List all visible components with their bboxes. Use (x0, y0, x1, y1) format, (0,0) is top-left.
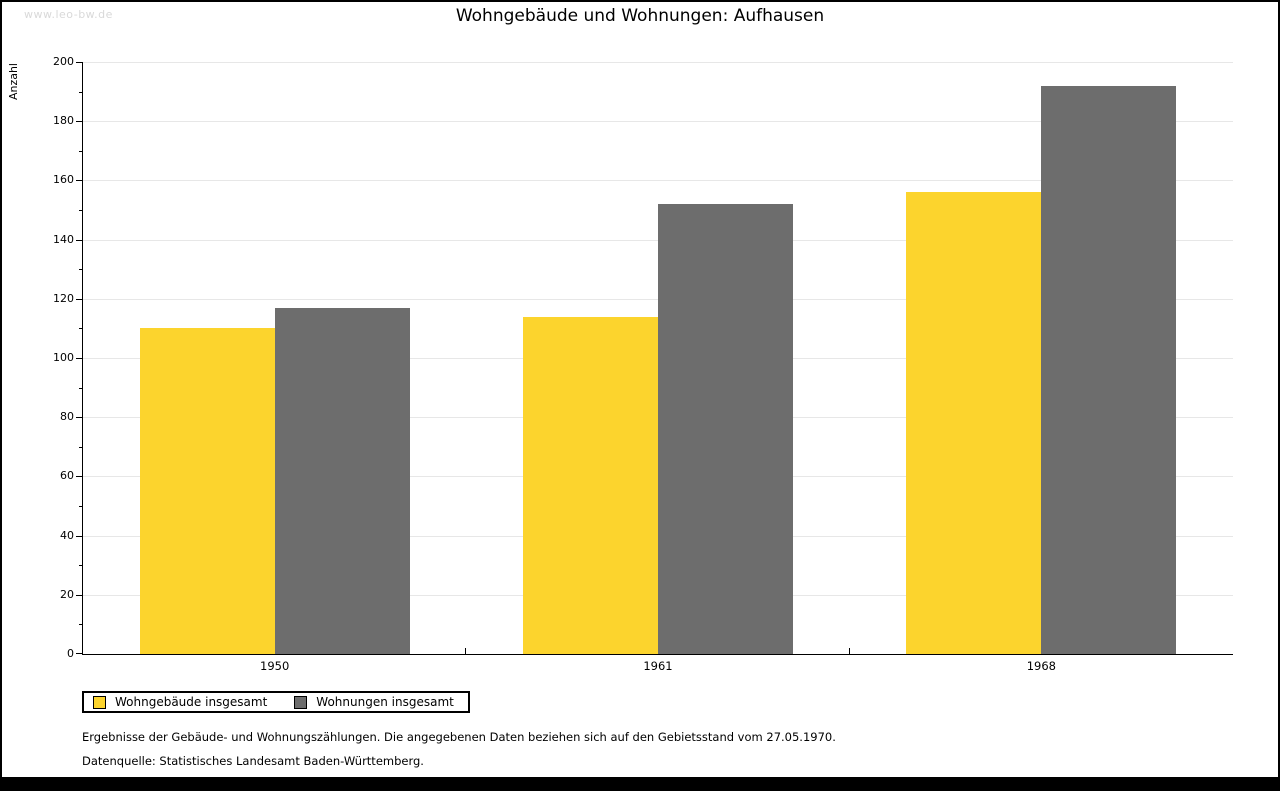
legend: Wohngebäude insgesamt Wohnungen insgesamt (82, 691, 470, 713)
y-tick-40 (76, 535, 82, 537)
y-minortick-190 (79, 91, 82, 93)
legend-label-2: Wohnungen insgesamt (316, 695, 454, 709)
legend-item-1: Wohngebäude insgesamt (93, 695, 267, 709)
y-minortick-30 (79, 565, 82, 567)
x-category-label-1961: 1961 (643, 659, 673, 673)
x-category-label-1950: 1950 (260, 659, 290, 673)
bar-wohngebäude-1961 (523, 316, 658, 654)
y-minortick-130 (79, 269, 82, 271)
bar-wohngebäude-1968 (906, 192, 1042, 654)
gridline-160 (83, 180, 1233, 182)
y-minortick-150 (79, 210, 82, 211)
y-tick-label-0: 0 (67, 647, 74, 660)
chart-title: Wohngebäude und Wohnungen: Aufhausen (455, 6, 825, 26)
y-tick-label-120: 120 (53, 291, 74, 305)
y-tick-100 (76, 358, 82, 359)
y-tick-label-180: 180 (53, 114, 74, 128)
bar-wohnungen-1950 (274, 307, 410, 654)
gridline-200 (83, 62, 1233, 63)
y-tick-label-160: 160 (53, 173, 74, 187)
x-tick-2 (848, 648, 850, 654)
y-tick-label-200: 200 (53, 55, 74, 68)
y-tick-label-80: 80 (60, 410, 74, 424)
plot-area: 0 20 40 60 80 100 120 140 160 180 200 1950 1961 1968 (53, 55, 1233, 673)
gridline-180 (83, 121, 1233, 123)
y-minortick-110 (79, 328, 82, 330)
x-category-label-1968: 1968 (1026, 659, 1056, 673)
x-tick-1 (465, 648, 467, 654)
y-tick-60 (76, 476, 82, 478)
watermark: www.leo-bw.de (24, 8, 113, 21)
y-axis-title: Anzahl (7, 58, 21, 118)
legend-label-1: Wohngebäude insgesamt (115, 695, 268, 709)
legend-item-2: Wohnungen insgesamt (294, 695, 454, 709)
y-minortick-10 (79, 624, 82, 626)
y-tick-label-100: 100 (53, 351, 74, 364)
y-minortick-50 (79, 506, 82, 507)
legend-swatch-1 (93, 695, 106, 709)
y-tick-20 (76, 594, 82, 596)
y-tick-0 (76, 653, 82, 654)
y-minortick-170 (79, 150, 82, 152)
bar-wohngebäude-1950 (139, 328, 275, 654)
bar-wohnungen-1961 (658, 204, 793, 654)
bar-wohnungen-1968 (1041, 85, 1177, 654)
y-tick-160 (76, 180, 82, 182)
y-axis-title-text: Anzahl (7, 63, 20, 101)
y-tick-label-20: 20 (60, 587, 74, 601)
y-tick-180 (76, 121, 82, 123)
y-minortick-90 (79, 387, 82, 389)
y-tick-200 (76, 62, 82, 63)
y-tick-80 (76, 417, 82, 419)
y-tick-label-60: 60 (60, 469, 74, 483)
y-tick-label-140: 140 (53, 232, 74, 246)
y-minortick-70 (79, 446, 82, 448)
y-tick-120 (76, 298, 82, 300)
legend-swatch-2 (294, 695, 308, 709)
y-tick-140 (76, 239, 82, 241)
y-tick-label-40: 40 (60, 528, 74, 542)
footnote-source-note: Ergebnisse der Gebäude- und Wohnungszähl… (82, 730, 836, 744)
footnote-datasource: Datenquelle: Statistisches Landesamt Bad… (82, 754, 424, 768)
